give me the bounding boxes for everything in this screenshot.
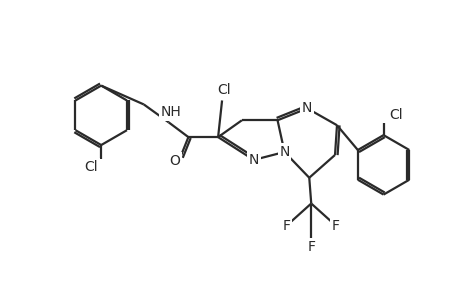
Text: Cl: Cl — [84, 160, 98, 174]
Text: F: F — [307, 240, 314, 254]
Text: Cl: Cl — [389, 108, 402, 122]
Text: F: F — [282, 219, 290, 233]
Text: N: N — [248, 153, 258, 167]
Text: N: N — [279, 145, 289, 159]
Text: O: O — [169, 154, 179, 168]
Text: F: F — [331, 219, 339, 233]
Text: NH: NH — [160, 105, 180, 119]
Text: N: N — [302, 101, 312, 116]
Text: Cl: Cl — [217, 82, 230, 97]
